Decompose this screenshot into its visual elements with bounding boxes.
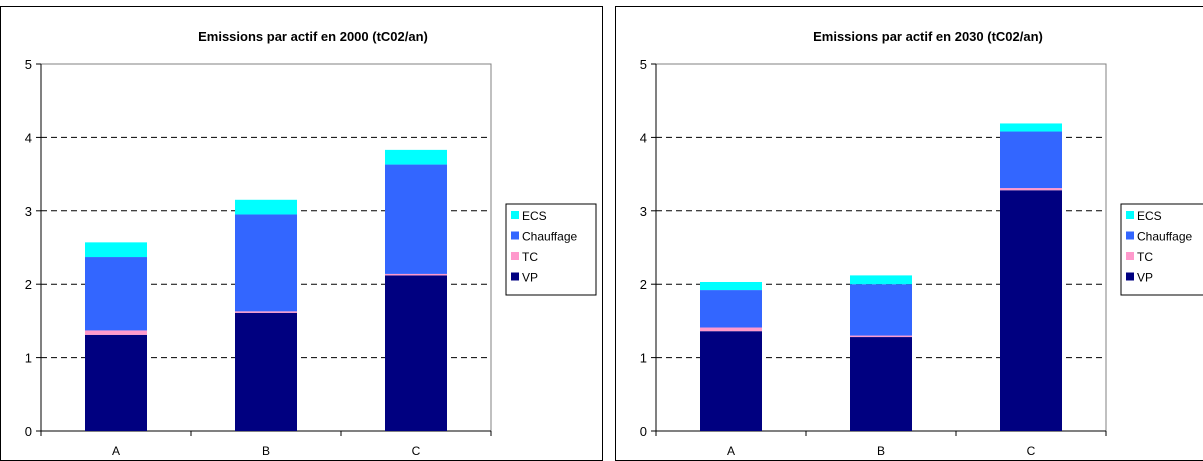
x-tick-label: B — [877, 444, 885, 458]
x-tick-label: B — [262, 444, 270, 458]
bar-chauffage-b — [850, 284, 912, 336]
x-tick-label: C — [412, 444, 421, 458]
bar-chauffage-a — [700, 290, 762, 328]
legend-swatch — [1126, 211, 1134, 219]
legend-swatch — [511, 252, 519, 260]
bar-ecs-b — [235, 199, 297, 215]
legend-swatch — [1126, 252, 1134, 260]
y-tick-label: 1 — [25, 351, 32, 366]
bar-vp-a — [700, 331, 762, 431]
bar-chauffage-b — [235, 214, 297, 312]
legend-box — [505, 203, 597, 296]
legend-box — [1120, 203, 1203, 296]
legend-label: ECS — [1137, 209, 1162, 223]
legend-swatch — [511, 211, 519, 219]
legend-label: VP — [522, 271, 538, 285]
y-tick-label: 4 — [640, 130, 647, 145]
bar-tc-b — [850, 335, 912, 338]
bar-chauffage-c — [1000, 131, 1062, 189]
bar-tc-c — [385, 273, 447, 276]
legend: ECS Chauffage TC VP — [505, 203, 597, 296]
bar-ecs-c — [385, 149, 447, 165]
y-tick-label: 1 — [640, 351, 647, 366]
x-tick-label: A — [727, 444, 735, 458]
legend-label: ECS — [522, 209, 547, 223]
y-tick-label: 5 — [640, 57, 647, 72]
bar-ecs-a — [85, 242, 147, 258]
legend: ECS Chauffage TC VP — [1120, 203, 1203, 296]
bar-vp-b — [235, 312, 297, 431]
legend-label: TC — [522, 250, 538, 264]
bar-chauffage-c — [385, 164, 447, 274]
x-tick-label: A — [112, 444, 120, 458]
bar-vp-b — [850, 337, 912, 431]
y-tick-label: 4 — [25, 130, 32, 145]
y-tick-label: 2 — [25, 277, 32, 292]
chart-title: Emissions par actif en 2000 (tC02/an) — [198, 29, 428, 44]
bar-tc-b — [235, 311, 297, 313]
chart-2000: Emissions par actif en 2000 (tC02/an) 0 1… — [25, 29, 597, 458]
legend-label: VP — [1137, 271, 1153, 285]
bar-chauffage-a — [85, 257, 147, 331]
chart-2030: Emissions par actif en 2030 (tC02/an) 0 1… — [640, 29, 1203, 458]
bar-tc-a — [700, 327, 762, 332]
bar-vp-c — [1000, 190, 1062, 431]
y-tick-label: 3 — [640, 204, 647, 219]
legend-swatch — [1126, 231, 1134, 240]
bar-ecs-a — [700, 281, 762, 291]
bar-tc-a — [85, 330, 147, 335]
legend-label: TC — [1137, 250, 1153, 264]
chart-panel-2000: Emissions par actif en 2000 (tC02/an) 0 1… — [0, 6, 603, 461]
x-tick-label: C — [1027, 444, 1036, 458]
y-tick-label: 3 — [25, 204, 32, 219]
legend-swatch — [511, 231, 519, 240]
legend-label: Chauffage — [1137, 230, 1192, 244]
bar-vp-c — [385, 275, 447, 431]
bar-ecs-b — [850, 275, 912, 285]
y-tick-label: 0 — [640, 424, 647, 439]
y-tick-label: 0 — [25, 424, 32, 439]
y-tick-label: 5 — [25, 57, 32, 72]
y-tick-label: 2 — [640, 277, 647, 292]
chart-title: Emissions par actif en 2030 (tC02/an) — [813, 29, 1043, 44]
bar-tc-c — [1000, 188, 1062, 191]
bar-ecs-c — [1000, 123, 1062, 132]
legend-label: Chauffage — [522, 230, 577, 244]
legend-swatch — [1126, 272, 1134, 281]
legend-swatch — [511, 272, 519, 281]
bar-vp-a — [85, 334, 147, 431]
chart-panel-2030: Emissions par actif en 2030 (tC02/an) 0 1… — [615, 6, 1203, 461]
